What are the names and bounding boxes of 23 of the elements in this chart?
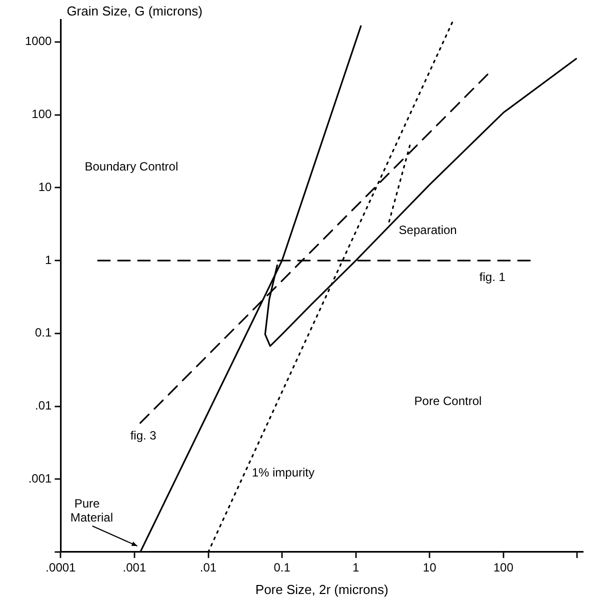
- y-tick-label: 1: [45, 252, 52, 267]
- y-axis-title: Grain Size, G (microns): [66, 4, 203, 19]
- y-tick-label: 100: [32, 107, 52, 122]
- y-tick-label: 10: [38, 180, 52, 194]
- y-tick-label: .01: [35, 398, 52, 413]
- x-tick-label: 1: [352, 560, 360, 575]
- x-tick-label: .001: [122, 560, 146, 575]
- series-label: fig. 3: [130, 428, 157, 442]
- y-tick-label: 1000: [24, 34, 52, 48]
- annotation: Pore Control: [414, 394, 482, 408]
- x-tick-label: 0.1: [274, 560, 291, 575]
- series-label: fig. 1: [479, 270, 506, 284]
- x-tick-label: 100: [493, 560, 514, 575]
- x-tick-label: .0001: [46, 560, 76, 575]
- x-tick-label: 10: [422, 560, 437, 575]
- x-axis-title: Pore Size, 2r (microns): [255, 582, 388, 597]
- series-label: Separation: [398, 223, 457, 238]
- x-tick-label: .01: [200, 560, 217, 575]
- annotation: Boundary Control: [84, 160, 178, 174]
- series-label: 1% impurity: [252, 465, 315, 480]
- y-tick-label: 0.1: [35, 326, 52, 340]
- y-tick-label: .001: [28, 471, 52, 486]
- text: Pure Material: [70, 496, 114, 524]
